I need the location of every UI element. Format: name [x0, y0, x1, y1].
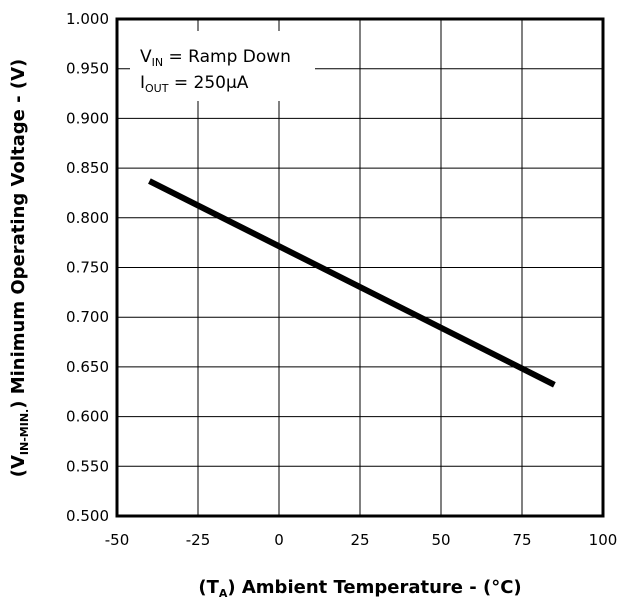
x-tick-label: 75: [512, 531, 531, 549]
y-tick-label: 0.700: [66, 308, 109, 326]
y-tick-label: 0.650: [66, 358, 109, 376]
x-tick-label: 50: [431, 531, 450, 549]
x-tick-label: 100: [589, 531, 618, 549]
y-tick-label: 1.000: [66, 10, 109, 28]
x-tick-label: 25: [350, 531, 369, 549]
x-tick-label: 0: [274, 531, 284, 549]
annotation-box: [130, 31, 315, 101]
annotation-line-1: VIN = Ramp Down: [140, 47, 291, 69]
series-group: [148, 178, 556, 388]
annotation-line-2: IOUT = 250µA: [140, 73, 249, 95]
y-tick-labels: 0.500 0.550 0.600 0.650 0.700 0.750 0.800 0.850…: [66, 10, 109, 525]
gridlines: [117, 19, 603, 516]
x-axis-label: (TA) Ambient Temperature - (°C): [198, 577, 521, 600]
y-tick-label: 0.600: [66, 408, 109, 426]
x-tick-label: -50: [105, 531, 130, 549]
x-tick-label: -25: [186, 531, 211, 549]
y-tick-label: 0.500: [66, 507, 109, 525]
y-tick-label: 0.750: [66, 259, 109, 277]
plot-frame: [115, 17, 605, 518]
y-tick-label: 0.950: [66, 60, 109, 78]
y-tick-label: 0.800: [66, 209, 109, 227]
x-tick-labels: -50 -25 0 25 50 75 100: [105, 531, 618, 549]
y-axis-label: (VIN-MIN.) Minimum Operating Voltage - (…: [8, 59, 31, 478]
y-tick-label: 0.550: [66, 457, 109, 475]
series-line: [148, 178, 556, 388]
y-tick-label: 0.900: [66, 109, 109, 127]
y-tick-label: 0.850: [66, 159, 109, 177]
